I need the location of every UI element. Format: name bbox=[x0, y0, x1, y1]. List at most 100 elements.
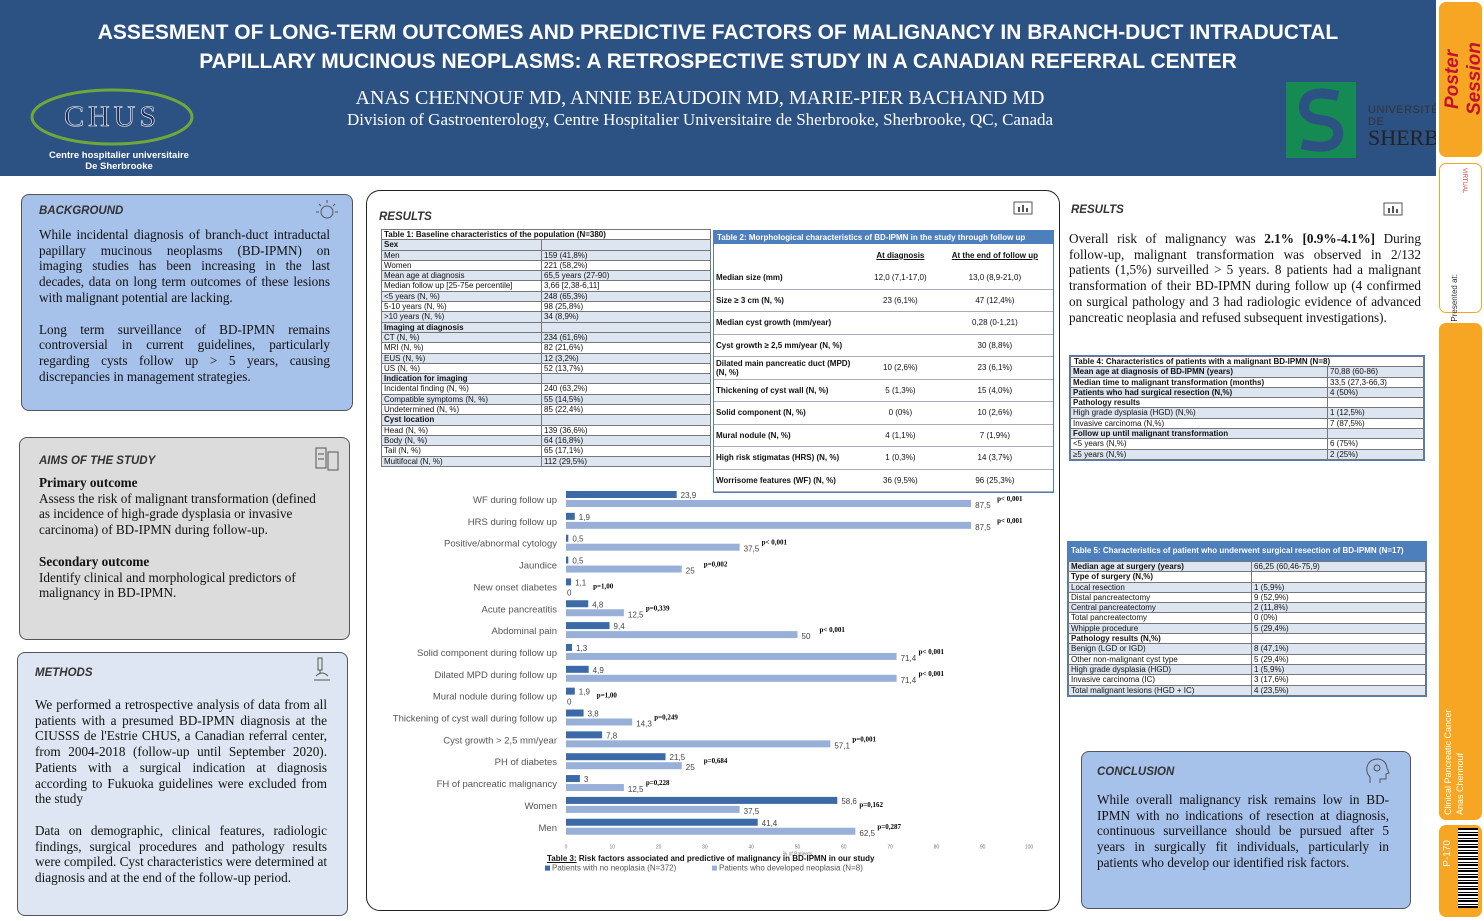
table-5-row: Pathology results (N,%) bbox=[1068, 633, 1426, 645]
chart-category-label: Dilated MPD during follow up bbox=[434, 670, 557, 681]
table-1-label: CT (N, %) bbox=[381, 331, 542, 344]
table-3-caption-text: Risk factors associated and predictive o… bbox=[576, 854, 875, 863]
chart-x-tick: 60 bbox=[841, 845, 847, 851]
chart-data-label: 12,5 bbox=[628, 610, 644, 619]
table-5-value: 3 (17,6%) bbox=[1251, 674, 1426, 686]
chart-bar-no-neoplasia bbox=[566, 600, 589, 608]
chart-data-label: 1,9 bbox=[579, 513, 591, 522]
table-5-label: Distal pancreatectomy bbox=[1068, 591, 1252, 604]
chart-data-label: 1,1 bbox=[575, 578, 587, 587]
table-5-value: 0 (0%) bbox=[1251, 612, 1426, 624]
table-5-row: Benign (LGD or IGD) 8 (47,1%) bbox=[1068, 643, 1426, 655]
chart-category-label: Cyst growth > 2,5 mm/year bbox=[443, 735, 557, 746]
secondary-outcome-text: Identify clinical and morphological pred… bbox=[39, 569, 296, 601]
table-4-row: <5 years (N,%) 6 (75%) bbox=[1070, 438, 1424, 450]
table-1-label: Undetermined (N, %) bbox=[381, 404, 542, 416]
chart-x-tick: 30 bbox=[702, 845, 708, 851]
chart-bar-neoplasia bbox=[566, 631, 798, 639]
table-1-label: Incidental finding (N, %) bbox=[381, 383, 542, 395]
table-2-row: Mural nodule (N, %) 4 (1,1%) 7 (1,9%) bbox=[714, 424, 1053, 447]
table-2-end: 23 (6,1%) bbox=[977, 363, 1013, 373]
table-2-row: High risk stigmatas (HRS) (N, %) 1 (0,3%)… bbox=[714, 447, 1053, 469]
table-2-label: Mural nodule (N, %) bbox=[716, 430, 791, 440]
chart-data-label: 25 bbox=[686, 567, 695, 576]
chart-p-value: p=1,00 bbox=[597, 692, 618, 700]
methods-paragraph-1: We performed a retrospective analysis of… bbox=[35, 697, 327, 807]
table-5: Table 5: Characteristics of patient who … bbox=[1067, 541, 1427, 697]
table-5-label: Other non-malignant cyst type bbox=[1068, 653, 1252, 665]
table-5-label: Median age at surgery (years) bbox=[1068, 560, 1252, 573]
poster-header: ASSESMENT OF LONG-TERM OUTCOMES AND PRED… bbox=[0, 0, 1484, 176]
table-2-col-end: At the end of follow up bbox=[951, 250, 1038, 260]
table-1-value: 12 (3,2%) bbox=[541, 352, 711, 364]
table-2-label: Worrisome features (WF) (N, %) bbox=[716, 475, 836, 485]
table-5-row: Type of surgery (N,%) bbox=[1068, 571, 1426, 583]
chart-category-label: HRS during follow up bbox=[468, 517, 557, 528]
chart-bar-no-neoplasia bbox=[566, 512, 575, 520]
sherbrooke: SHERBROOKE bbox=[1368, 125, 1484, 150]
table-2-diagnosis: 10 (2,6%) bbox=[883, 363, 918, 373]
chus-name-line-1: Centre hospitalier universitaire bbox=[49, 150, 189, 161]
primary-outcome-heading: Primary outcome bbox=[39, 475, 138, 490]
table-1-label: EUS (N, %) bbox=[381, 352, 542, 364]
sherbrooke-s-icon bbox=[1298, 88, 1344, 152]
chart-x-tick: 80 bbox=[934, 845, 940, 851]
table-2-row: Median cyst growth (mm/year) 0,28 (0-1,21… bbox=[714, 312, 1053, 334]
overall-risk-value: 2.1% [0.9%-4.1%] bbox=[1264, 231, 1376, 246]
chart-bar-neoplasia bbox=[566, 718, 633, 726]
table-4-label: Invasive carcinoma (N,%) bbox=[1070, 417, 1328, 430]
table-4-row: Patients who had surgical resection (N,%… bbox=[1070, 386, 1424, 399]
table-1-value: 65,5 years (27-90) bbox=[541, 270, 711, 282]
chart-p-value: p< 0,001 bbox=[997, 517, 1023, 525]
table-1-row: CT (N, %) 234 (61,6%) bbox=[381, 331, 711, 344]
table-5-value: 1 (5,9%) bbox=[1251, 581, 1426, 593]
table-2-col-diagnosis: At diagnosis bbox=[876, 250, 925, 260]
virtual-tag: VIRTUAL bbox=[1461, 168, 1467, 194]
table-4-value: 70,88 (60-86) bbox=[1327, 366, 1424, 378]
table-5-label: Type of surgery (N,%) bbox=[1068, 571, 1252, 583]
table-4-label: Median time to malignant transformation … bbox=[1070, 376, 1328, 388]
table-5-label: Central pancreatectomy bbox=[1068, 602, 1252, 614]
presentation-chart-icon bbox=[1382, 200, 1404, 226]
table-4-label: Pathology results bbox=[1070, 397, 1328, 409]
table-5-label: Local resection bbox=[1068, 581, 1252, 593]
chart-p-value: p< 0,001 bbox=[762, 539, 788, 547]
chart-category-label: Thickening of cyst wall during follow up bbox=[393, 714, 557, 725]
table-4-value: 2 (25%) bbox=[1327, 448, 1424, 460]
chart-data-label: 0,5 bbox=[572, 535, 584, 544]
chart-p-value: p=0,249 bbox=[654, 714, 678, 722]
chart-data-label: 0,5 bbox=[572, 557, 584, 566]
chart-data-label: 12,5 bbox=[628, 785, 644, 794]
table-1-label: Men bbox=[381, 249, 542, 261]
table-1-label: Body (N, %) bbox=[381, 434, 542, 447]
table-1-label: Compatible symptoms (N, %) bbox=[381, 393, 542, 406]
chart-data-label: 71,4 bbox=[901, 676, 917, 685]
table-1-row: Mean age at diagnosis 65,5 years (27-90) bbox=[381, 270, 711, 282]
table-1-value bbox=[541, 373, 711, 385]
chart-data-label: 14,3 bbox=[636, 720, 652, 729]
table-1-row: MRI (N, %) 82 (21,6%) bbox=[381, 342, 711, 354]
table-5-value: 5 (29,4%) bbox=[1251, 622, 1426, 635]
legend-label-neoplasia: Patients who developed neoplasia (N=8) bbox=[719, 864, 863, 873]
chart-data-label: 0 bbox=[567, 698, 572, 707]
table-4-row: Mean age at diagnosis of BD-IPMN (years)… bbox=[1070, 366, 1424, 378]
chart-data-label: 37,5 bbox=[744, 807, 760, 816]
aims-title: AIMS OF THE STUDY bbox=[39, 455, 156, 467]
chart-x-tick: 0 bbox=[565, 845, 568, 851]
chart-data-label: 4,8 bbox=[592, 600, 604, 609]
table-2-diagnosis: 23 (6,1%) bbox=[883, 295, 918, 305]
table-5-label: Pathology results (N,%) bbox=[1068, 633, 1252, 645]
chart-bar-neoplasia bbox=[566, 565, 682, 573]
table-2-label: Median size (mm) bbox=[716, 273, 783, 282]
table-5-value: 66,25 (60,46-75,9) bbox=[1251, 560, 1426, 573]
table-4: Table 4: Characteristics of patients wit… bbox=[1069, 355, 1425, 461]
table-1-value: 82 (21,6%) bbox=[541, 342, 711, 354]
chart-data-label: 87,5 bbox=[975, 501, 991, 510]
chart-data-label: 4,9 bbox=[593, 666, 605, 675]
chus-name-line-2: De Sherbrooke bbox=[85, 161, 153, 172]
table-5-row: High grade dysplasia (HGD) 1 (5,9%) bbox=[1068, 663, 1426, 676]
chart-x-tick: 70 bbox=[887, 845, 893, 851]
results-right-section: RESULTS Overall risk of malignancy was 2… bbox=[1066, 194, 1428, 748]
chart-p-value: p=0,002 bbox=[704, 561, 728, 569]
table-2-row: Worrisome features (WF) (N, %) 36 (9,5%) 9… bbox=[714, 469, 1053, 492]
